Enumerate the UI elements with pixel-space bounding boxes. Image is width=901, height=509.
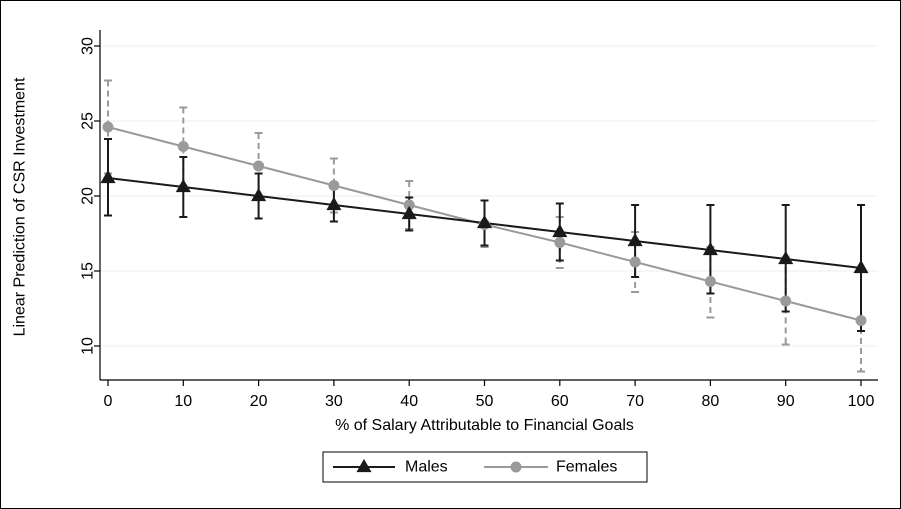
x-tick-label-100: 100 xyxy=(848,393,875,410)
tick-labels: 10 15 20 25 30 0 10 20 30 40 50 60 70 80 90 100 xyxy=(80,37,875,410)
y-axis-label: Linear Prediction of CSR Investment xyxy=(12,77,29,336)
x-axis-label: % of Salary Attributable to Financial Go… xyxy=(335,417,634,434)
marker-females-100 xyxy=(855,315,867,326)
marker-males-90 xyxy=(778,250,794,265)
marker-females-40 xyxy=(403,199,415,211)
series-markers xyxy=(100,121,869,326)
marker-males-60 xyxy=(552,223,568,238)
x-tick-label-90: 90 xyxy=(777,393,795,410)
x-tick-label-60: 60 xyxy=(551,393,569,410)
gridlines xyxy=(101,45,878,347)
y-tick-label-25: 25 xyxy=(80,112,97,130)
x-tick-label-20: 20 xyxy=(250,393,268,410)
marker-males-40 xyxy=(401,205,417,220)
x-tick-label-50: 50 xyxy=(476,393,494,410)
marker-males-30 xyxy=(326,196,342,211)
marker-females-30 xyxy=(328,180,340,191)
y-tick-label-20: 20 xyxy=(80,187,97,205)
legend-marker-males xyxy=(356,458,372,473)
marker-males-80 xyxy=(702,241,718,256)
marker-females-20 xyxy=(253,160,265,172)
marker-males-20 xyxy=(251,187,267,202)
legend-label-males: Males xyxy=(405,459,448,476)
x-tick-label-80: 80 xyxy=(702,393,720,410)
marker-males-70 xyxy=(627,232,643,247)
legend: Males Females xyxy=(322,451,648,483)
y-tick-label-10: 10 xyxy=(80,337,97,355)
y-tick-label-30: 30 xyxy=(80,37,97,55)
marker-males-0 xyxy=(100,169,116,184)
marker-males-10 xyxy=(175,178,191,193)
x-tick-label-10: 10 xyxy=(174,393,192,410)
legend-marker-females xyxy=(510,461,522,473)
marker-males-100 xyxy=(853,259,869,274)
marker-females-90 xyxy=(780,295,792,307)
marker-males-50 xyxy=(476,214,493,229)
axes xyxy=(94,30,878,386)
x-tick-label-0: 0 xyxy=(104,393,113,410)
legend-label-females: Females xyxy=(556,459,617,476)
y-tick-label-15: 15 xyxy=(80,262,97,280)
marker-females-10 xyxy=(177,141,189,152)
marker-females-70 xyxy=(629,256,641,268)
x-tick-label-40: 40 xyxy=(400,393,418,410)
x-tick-label-70: 70 xyxy=(626,393,644,410)
marker-females-60 xyxy=(554,237,566,248)
marker-females-0 xyxy=(102,121,114,133)
marker-females-80 xyxy=(704,276,716,287)
x-tick-label-30: 30 xyxy=(325,393,343,410)
